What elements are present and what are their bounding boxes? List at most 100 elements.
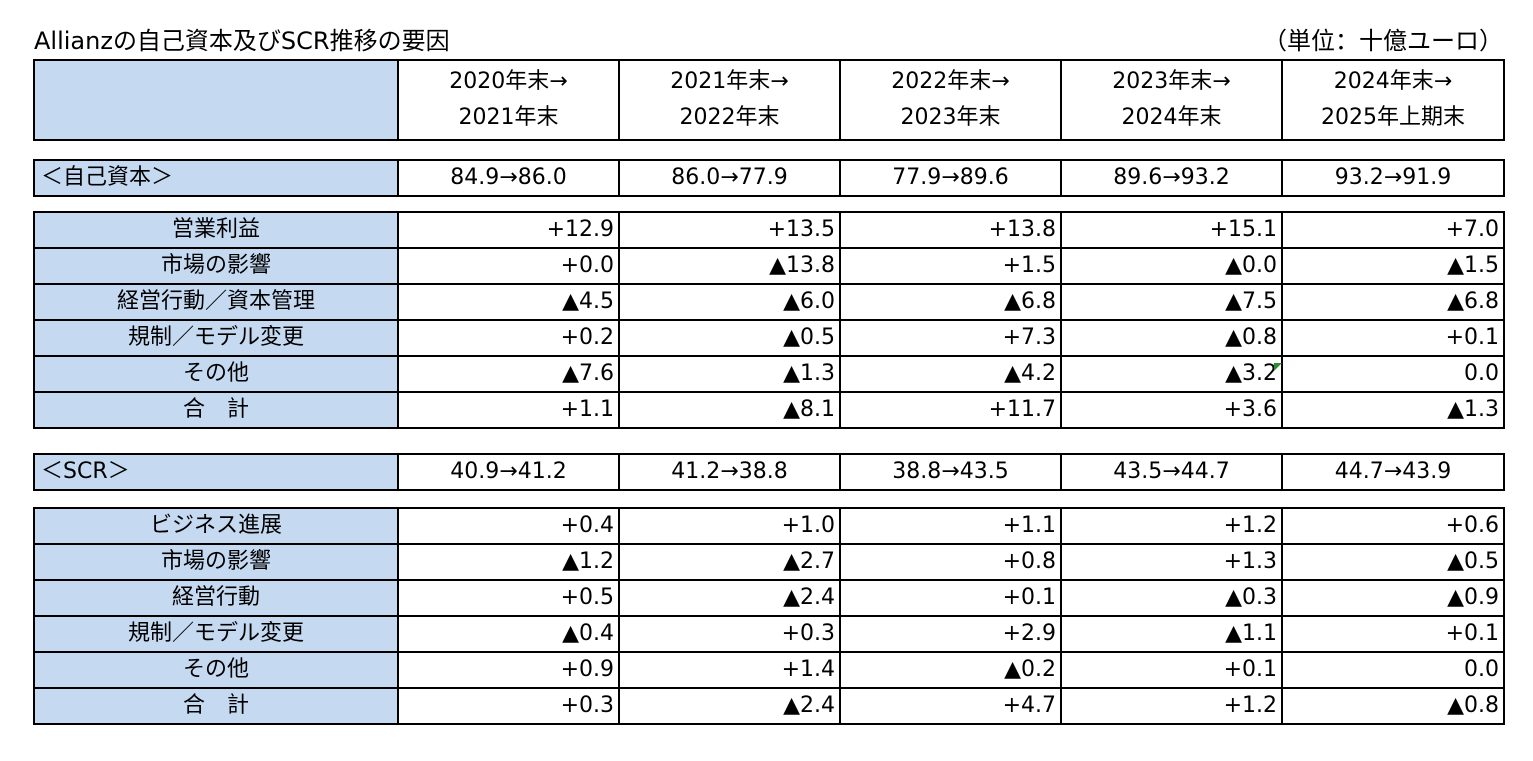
value-cell[interactable]: +11.7: [839, 391, 1062, 429]
value-cell[interactable]: +1.2: [1060, 507, 1283, 545]
value-cell[interactable]: ▲0.2: [839, 651, 1062, 689]
period-header[interactable]: 2023年末→ 2024年末: [1060, 59, 1283, 141]
value-cell[interactable]: ▲2.4: [618, 687, 841, 725]
value-cell[interactable]: ▲1.3: [618, 355, 841, 393]
row-label[interactable]: ビジネス進展: [33, 507, 399, 545]
value-cell[interactable]: +0.1: [839, 579, 1062, 617]
value-cell[interactable]: +15.1: [1060, 211, 1283, 249]
value-cell[interactable]: +4.7: [839, 687, 1062, 725]
row-label[interactable]: 合 計: [33, 391, 399, 429]
value-cell[interactable]: ▲0.0: [1060, 247, 1283, 285]
header-table: 2020年末→ 2021年末 2021年末→ 2022年末 2022年末→ 2023年…: [33, 59, 1505, 141]
value-cell[interactable]: +0.8: [839, 543, 1062, 581]
table-row-total: 合 計 +0.3 ▲2.4 +4.7 +1.2 ▲0.8: [33, 687, 1505, 725]
value-cell[interactable]: ▲2.7: [618, 543, 841, 581]
value-cell[interactable]: ▲8.1: [618, 391, 841, 429]
row-label[interactable]: 経営行動: [33, 579, 399, 617]
value-cell[interactable]: ▲1.3: [1281, 391, 1505, 429]
capital-transition-cell[interactable]: 86.0→77.9: [618, 159, 841, 197]
value-cell[interactable]: +0.9: [397, 651, 620, 689]
period-line2: 2025年上期末: [1321, 105, 1465, 130]
table-row: 経営行動／資本管理 ▲4.5 ▲6.0 ▲6.8 ▲7.5 ▲6.8: [33, 283, 1505, 321]
value-cell[interactable]: +13.8: [839, 211, 1062, 249]
row-label[interactable]: その他: [33, 651, 399, 689]
capital-transition-cell[interactable]: 93.2→91.9: [1281, 159, 1505, 197]
value-cell[interactable]: ▲0.9: [1281, 579, 1505, 617]
table-row: 市場の影響 ▲1.2 ▲2.7 +0.8 +1.3 ▲0.5: [33, 543, 1505, 581]
scr-section-label[interactable]: ＜SCR＞: [33, 453, 399, 491]
value-cell[interactable]: ▲0.8: [1281, 687, 1505, 725]
value-cell[interactable]: +7.0: [1281, 211, 1505, 249]
value-cell[interactable]: ▲0.5: [618, 319, 841, 357]
value-cell[interactable]: 0.0: [1281, 651, 1505, 689]
value-cell[interactable]: +0.4: [397, 507, 620, 545]
row-label[interactable]: 営業利益: [33, 211, 399, 249]
row-label[interactable]: 合 計: [33, 687, 399, 725]
value-cell[interactable]: ▲1.1: [1060, 615, 1283, 653]
capital-section-label[interactable]: ＜自己資本＞: [33, 159, 399, 197]
row-label[interactable]: 経営行動／資本管理: [33, 283, 399, 321]
value-cell[interactable]: ▲1.2: [397, 543, 620, 581]
value-cell[interactable]: +0.3: [397, 687, 620, 725]
value-cell[interactable]: +0.0: [397, 247, 620, 285]
value-cell[interactable]: ▲13.8: [618, 247, 841, 285]
row-label[interactable]: 市場の影響: [33, 247, 399, 285]
period-header[interactable]: 2021年末→ 2022年末: [618, 59, 841, 141]
scr-transition-cell[interactable]: 43.5→44.7: [1060, 453, 1283, 491]
value-cell[interactable]: +0.2: [397, 319, 620, 357]
value-cell[interactable]: +1.2: [1060, 687, 1283, 725]
value-cell[interactable]: +7.3: [839, 319, 1062, 357]
row-label[interactable]: 市場の影響: [33, 543, 399, 581]
value-cell[interactable]: ▲6.8: [1281, 283, 1505, 321]
value-cell[interactable]: ▲0.3: [1060, 579, 1283, 617]
value-cell[interactable]: +0.1: [1281, 615, 1505, 653]
value-cell[interactable]: +0.1: [1060, 651, 1283, 689]
value-cell[interactable]: +1.4: [618, 651, 841, 689]
value-cell[interactable]: +13.5: [618, 211, 841, 249]
value-cell[interactable]: +1.3: [1060, 543, 1283, 581]
row-label[interactable]: 規制／モデル変更: [33, 615, 399, 653]
value-cell[interactable]: +1.1: [397, 391, 620, 429]
capital-transition-cell[interactable]: 77.9→89.6: [839, 159, 1062, 197]
comment-indicator-icon[interactable]: [1274, 363, 1282, 371]
scr-transition-cell[interactable]: 44.7→43.9: [1281, 453, 1505, 491]
value-cell[interactable]: +0.6: [1281, 507, 1505, 545]
table-row: 営業利益 +12.9 +13.5 +13.8 +15.1 +7.0: [33, 211, 1505, 249]
value-cell[interactable]: +1.1: [839, 507, 1062, 545]
table-row: 市場の影響 +0.0 ▲13.8 +1.5 ▲0.0 ▲1.5: [33, 247, 1505, 285]
scr-transition-cell[interactable]: 40.9→41.2: [397, 453, 620, 491]
value-cell[interactable]: ▲4.5: [397, 283, 620, 321]
value-cell[interactable]: +1.5: [839, 247, 1062, 285]
row-label[interactable]: その他: [33, 355, 399, 393]
value-cell[interactable]: ▲6.0: [618, 283, 841, 321]
header-row: 2020年末→ 2021年末 2021年末→ 2022年末 2022年末→ 2023年…: [33, 59, 1505, 141]
capital-transition-cell[interactable]: 89.6→93.2: [1060, 159, 1283, 197]
value-cell[interactable]: +1.0: [618, 507, 841, 545]
value-cell[interactable]: ▲0.5: [1281, 543, 1505, 581]
value-cell[interactable]: +0.1: [1281, 319, 1505, 357]
value-cell[interactable]: ▲2.4: [618, 579, 841, 617]
period-header[interactable]: 2024年末→ 2025年上期末: [1281, 59, 1505, 141]
value-cell[interactable]: +3.6: [1060, 391, 1283, 429]
value-cell[interactable]: +0.3: [618, 615, 841, 653]
period-header[interactable]: 2022年末→ 2023年末: [839, 59, 1062, 141]
header-corner-cell[interactable]: [33, 59, 399, 141]
value-cell[interactable]: ▲1.5: [1281, 247, 1505, 285]
value-cell[interactable]: +12.9: [397, 211, 620, 249]
value-cell[interactable]: +0.5: [397, 579, 620, 617]
value-cell[interactable]: ▲0.8: [1060, 319, 1283, 357]
value-cell[interactable]: ▲0.4: [397, 615, 620, 653]
value-cell[interactable]: ▲6.8: [839, 283, 1062, 321]
value-cell[interactable]: ▲7.6: [397, 355, 620, 393]
value-cell[interactable]: ▲7.5: [1060, 283, 1283, 321]
value-cell[interactable]: ▲4.2: [839, 355, 1062, 393]
scr-transition-cell[interactable]: 38.8→43.5: [839, 453, 1062, 491]
value-cell[interactable]: +2.9: [839, 615, 1062, 653]
table-row: その他 ▲7.6 ▲1.3 ▲4.2 ▲3.2 0.0: [33, 355, 1505, 393]
value-cell[interactable]: 0.0: [1281, 355, 1505, 393]
row-label[interactable]: 規制／モデル変更: [33, 319, 399, 357]
value-cell[interactable]: ▲3.2: [1060, 355, 1283, 393]
period-header[interactable]: 2020年末→ 2021年末: [397, 59, 620, 141]
scr-transition-cell[interactable]: 41.2→38.8: [618, 453, 841, 491]
capital-transition-cell[interactable]: 84.9→86.0: [397, 159, 620, 197]
